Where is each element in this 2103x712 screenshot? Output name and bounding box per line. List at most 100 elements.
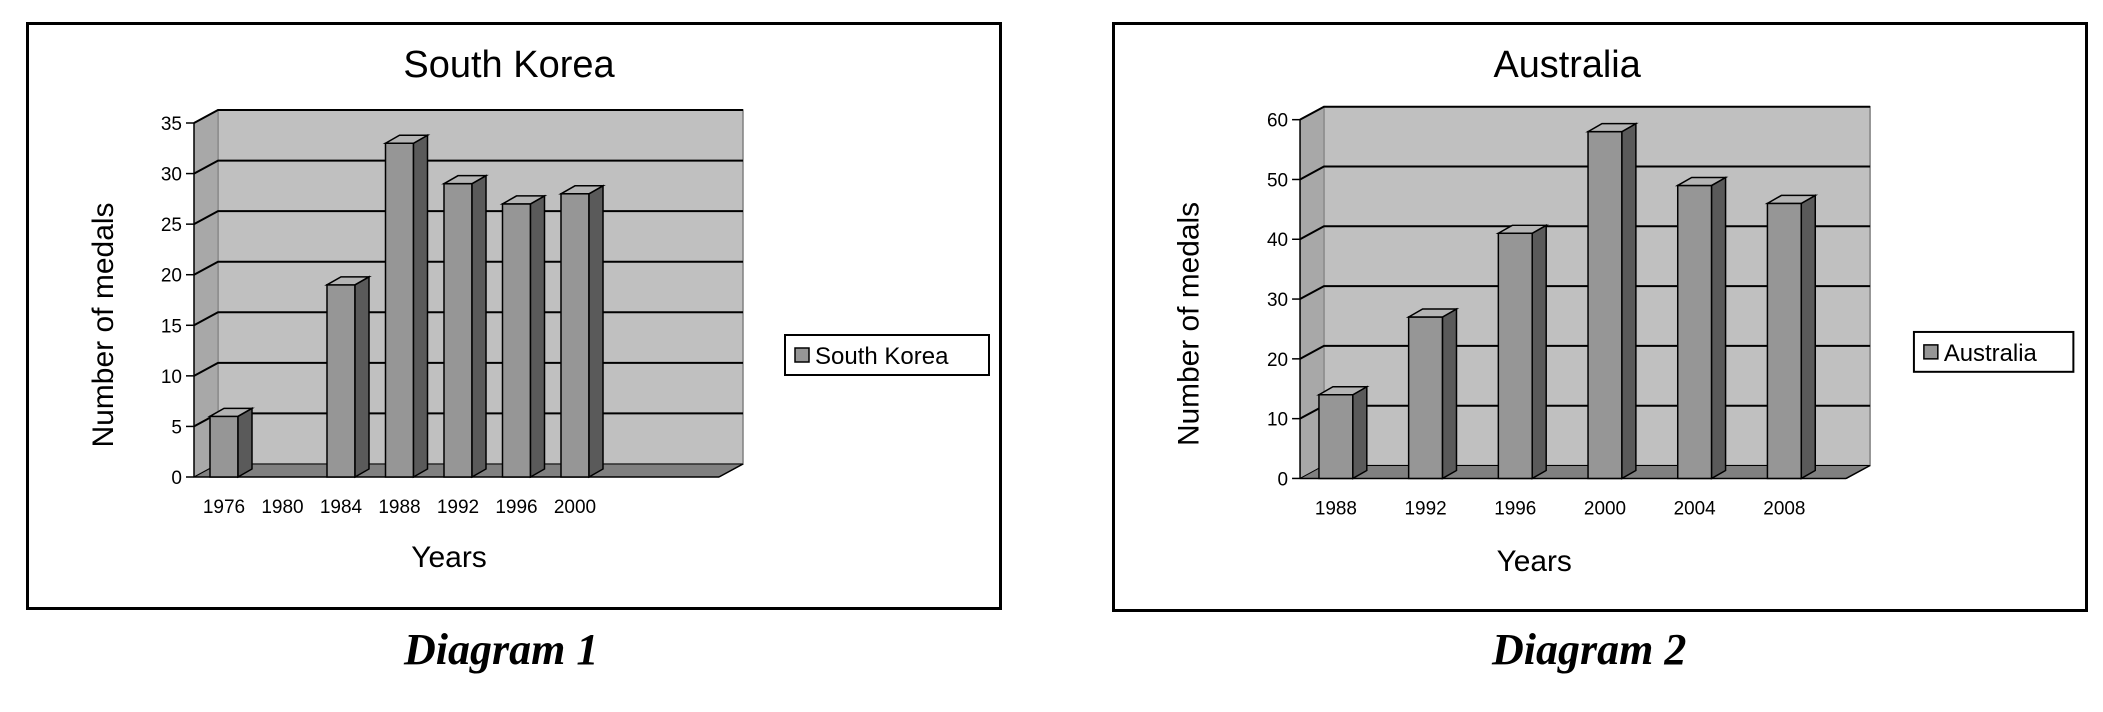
bar-front [443,182,473,478]
bar-side [1531,224,1547,480]
bar [1764,194,1819,480]
y-tick-label: 20 [1267,350,1288,371]
bar-top [1764,194,1819,205]
bar [324,275,372,479]
y-tick-label: 35 [161,114,182,135]
y-tick-label: 30 [1267,290,1288,311]
bar-front [1676,184,1713,480]
bar-front [326,284,356,478]
x-axis-label: Years [411,541,487,574]
legend-label: Australia [1944,340,2038,367]
bar [558,184,606,479]
y-tick-label: 60 [1267,111,1288,132]
x-tick-label: 1996 [1494,498,1536,519]
bar-top [1495,224,1549,235]
x-tick-label: 1976 [203,497,245,518]
legend-swatch [794,347,810,363]
diagram-caption-2: Diagram 2 [1492,625,1687,674]
bar-side [1800,194,1817,480]
bar-side [1441,307,1458,480]
x-tick-label: 1992 [1405,498,1447,519]
bar [1316,385,1370,480]
bar-front [1407,316,1444,480]
y-tick-label: 0 [1278,469,1289,490]
bar-side [1621,122,1637,480]
bar-side [354,275,370,479]
legend-box [1912,330,2075,373]
x-tick-label: 1996 [495,497,537,518]
y-axis-label: Number of medals [87,202,120,447]
x-tick-label: 2000 [1584,498,1626,519]
y-tick-label: 25 [161,215,182,236]
legend: Australia [1912,330,2075,373]
legend: South Korea [784,334,990,376]
bar-front [1497,232,1533,480]
bar-front [1587,130,1623,480]
chart-australia: 0 10 20 30 40 50 60 1988 1992 1996 2000 2004 2008 Aus… [1172,44,2075,578]
bar-side [471,174,487,479]
bar [441,174,489,479]
y-tick-label: 20 [161,266,182,287]
y-axis-label: Number of medals [1172,202,1205,446]
bar-side [588,184,604,479]
y-tick-label: 10 [161,367,182,388]
gridline [1299,105,1871,121]
x-tick-label: 1980 [261,497,303,518]
y-tick-label: 0 [171,468,182,489]
bar-front [501,203,532,478]
bar-front [1766,202,1803,480]
legend-swatch [1923,344,1939,360]
gridline [1299,165,1871,181]
x-tick-label: 1988 [378,497,420,518]
gridline [193,159,743,175]
bar [1405,307,1460,480]
bar-side [529,194,546,479]
x-tick-label: 2004 [1674,498,1716,519]
x-axis-label: Years [1497,545,1572,578]
y-tick-label: 30 [161,165,182,186]
legend-label: South Korea [815,343,949,370]
gridline [193,109,743,124]
bar-side [237,407,253,479]
bar-top [1316,386,1370,396]
x-tick-label: 1992 [437,497,479,518]
x-tick-label: 1988 [1315,498,1357,519]
chart-south-korea: 0 5 10 15 20 25 30 35 1976 1980 1984 1988 1992 1996 20… [87,44,990,574]
bar [207,407,255,479]
bar [382,133,431,479]
y-tick-label: 15 [161,316,182,337]
chart-title: South Korea [403,44,615,86]
diagram-caption-1: Diagram 1 [404,625,599,674]
bar-front [560,193,590,478]
bar-top [1405,308,1460,318]
bar [499,194,548,479]
bar-front [1318,393,1354,480]
chart-title: Australia [1493,44,1641,86]
x-axis-depth-edge [1845,464,1871,480]
bar-top [558,185,606,195]
x-tick-label: 2000 [554,497,596,518]
bar-top [499,195,548,205]
bar-top [207,407,255,418]
x-tick-label: 2008 [1763,498,1805,519]
bar-front [384,142,415,478]
bar-top [441,174,489,185]
bar-top [382,134,431,144]
x-tick-label: 1984 [320,497,363,518]
legend-box [784,334,990,376]
bar [1674,176,1729,480]
x-axis-depth-edge [718,463,744,478]
chart-frame-australia: 0 10 20 30 40 50 60 1988 1992 1996 2000 2004 2008 Aus… [1112,22,2088,612]
y-tick-label: 10 [1267,410,1288,431]
y-tick-label: 40 [1267,230,1288,251]
bar-top [1674,176,1729,187]
y-tick-label: 50 [1267,170,1288,191]
y-tick-label: 5 [171,417,182,438]
bar-side [412,133,429,479]
bar [1585,122,1639,480]
bar-front [209,415,239,478]
bar-top [324,276,372,286]
bar [1495,224,1549,480]
bar-side [1352,385,1368,480]
bar-side [1710,176,1727,480]
